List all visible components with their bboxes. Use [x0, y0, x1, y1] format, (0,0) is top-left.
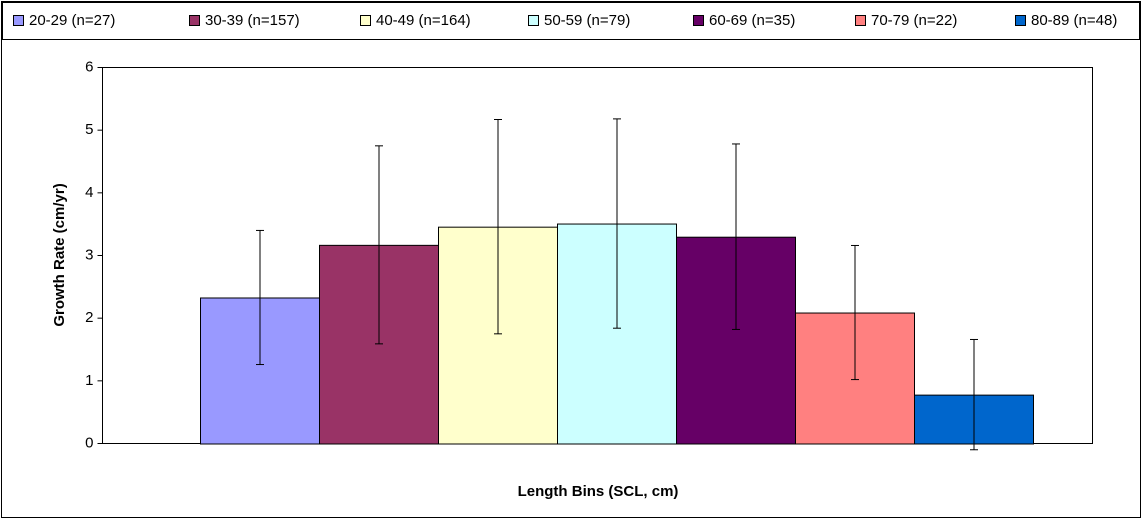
legend-label: 70-79 (n=22) — [871, 12, 957, 29]
bar — [438, 226, 558, 445]
error-bar — [494, 119, 502, 335]
legend-label: 50-59 (n=79) — [544, 12, 630, 29]
legend-marker — [693, 15, 704, 26]
legend-marker — [528, 15, 539, 26]
legend-marker — [855, 15, 866, 26]
legend-label: 40-49 (n=164) — [376, 12, 471, 29]
legend-marker — [1015, 15, 1026, 26]
legend-label: 60-69 (n=35) — [709, 12, 795, 29]
y-tick-label: 2 — [85, 309, 93, 326]
legend-label: 80-89 (n=48) — [1031, 12, 1117, 29]
legend-marker — [360, 15, 371, 26]
x-axis-title: Length Bins (SCL, cm) — [518, 483, 679, 500]
y-tick-label: 6 — [85, 58, 93, 75]
error-bar — [256, 229, 264, 366]
error-bar — [613, 118, 621, 329]
legend-marker — [189, 15, 200, 26]
y-axis-title: Growth Rate (cm/yr) — [51, 183, 68, 326]
error-bar — [375, 145, 383, 345]
y-tick-label: 5 — [85, 121, 93, 138]
error-bar — [851, 244, 859, 381]
y-tick-label: 3 — [85, 246, 93, 263]
error-bar — [732, 143, 740, 330]
legend-label: 30-39 (n=157) — [205, 12, 300, 29]
y-tick-label: 4 — [85, 184, 93, 201]
legend-label: 20-29 (n=27) — [29, 12, 115, 29]
error-bar — [970, 338, 978, 451]
legend-marker — [13, 15, 24, 26]
y-tick-label: 0 — [85, 434, 93, 451]
y-tick-label: 1 — [85, 372, 93, 389]
